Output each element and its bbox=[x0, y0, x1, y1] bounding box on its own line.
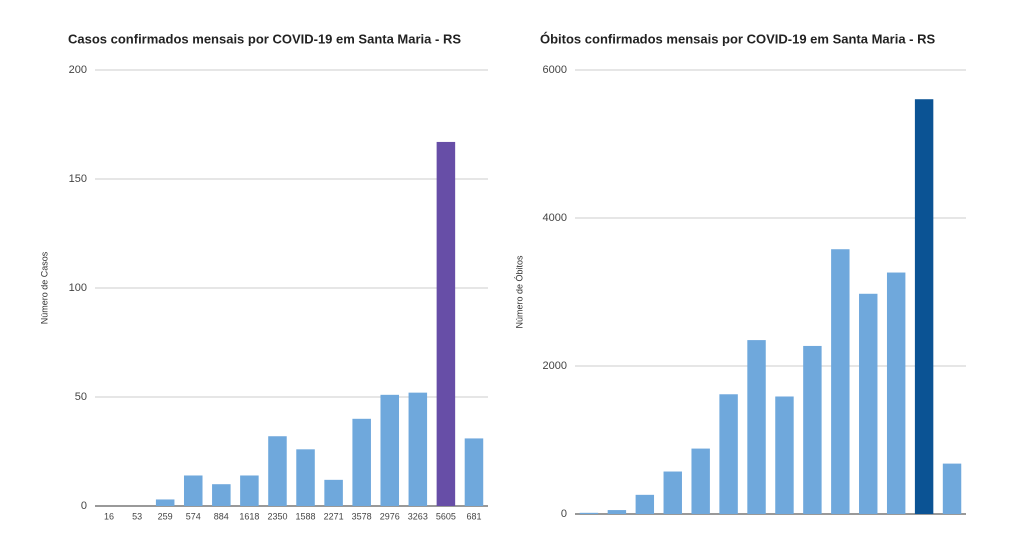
chart-title: Casos confirmados mensais por COVID-19 e… bbox=[68, 31, 461, 46]
bar bbox=[296, 449, 315, 506]
bar bbox=[352, 418, 371, 506]
y-tick-label: 0 bbox=[81, 500, 87, 512]
y-tick-label: 6000 bbox=[543, 64, 567, 76]
y-tick-label: 150 bbox=[69, 173, 87, 185]
bar bbox=[691, 448, 710, 514]
y-axis-label: Número de Casos bbox=[39, 251, 49, 324]
y-tick-label: 50 bbox=[75, 391, 87, 403]
y-tick-label: 4000 bbox=[543, 212, 567, 224]
x-tick-label: 2350 bbox=[267, 511, 287, 521]
x-tick-label: 53 bbox=[132, 511, 142, 521]
bar bbox=[775, 396, 794, 514]
bar bbox=[663, 471, 682, 514]
x-tick-label: 1588 bbox=[296, 511, 316, 521]
x-tick-label: 16 bbox=[104, 511, 114, 521]
bar bbox=[719, 394, 738, 514]
bar bbox=[408, 392, 428, 506]
bar bbox=[324, 479, 343, 506]
bar bbox=[635, 494, 655, 514]
x-tick-label: 3578 bbox=[352, 511, 372, 521]
y-axis-label: Número de Óbitos bbox=[514, 255, 524, 329]
bar bbox=[436, 141, 456, 506]
y-tick-label: 0 bbox=[561, 508, 567, 520]
bar bbox=[183, 475, 203, 506]
x-tick-label: 3263 bbox=[408, 511, 428, 521]
bar bbox=[914, 99, 934, 514]
x-tick-label: 2976 bbox=[380, 511, 400, 521]
y-tick-label: 100 bbox=[69, 282, 87, 294]
bar bbox=[803, 345, 822, 514]
bar bbox=[464, 438, 484, 506]
x-tick-label: 1618 bbox=[239, 511, 259, 521]
bar bbox=[607, 510, 627, 514]
x-tick-label: 5605 bbox=[436, 511, 456, 521]
x-tick-label: 884 bbox=[214, 511, 229, 521]
bar bbox=[831, 249, 850, 514]
bar bbox=[240, 475, 259, 506]
chart-title: Óbitos confirmados mensais por COVID-19 … bbox=[540, 31, 935, 46]
bar bbox=[859, 293, 878, 514]
x-tick-label: 681 bbox=[466, 511, 481, 521]
x-tick-label: 259 bbox=[158, 511, 173, 521]
bar bbox=[886, 272, 906, 514]
bar bbox=[747, 340, 766, 514]
y-tick-label: 2000 bbox=[543, 360, 567, 372]
bar bbox=[155, 499, 175, 506]
bar bbox=[579, 512, 599, 514]
bar bbox=[380, 394, 400, 506]
bar bbox=[212, 484, 231, 506]
y-tick-label: 200 bbox=[69, 64, 87, 76]
x-tick-label: 574 bbox=[186, 511, 201, 521]
bar bbox=[268, 436, 287, 506]
bar bbox=[942, 463, 962, 514]
x-tick-label: 2271 bbox=[324, 511, 344, 521]
